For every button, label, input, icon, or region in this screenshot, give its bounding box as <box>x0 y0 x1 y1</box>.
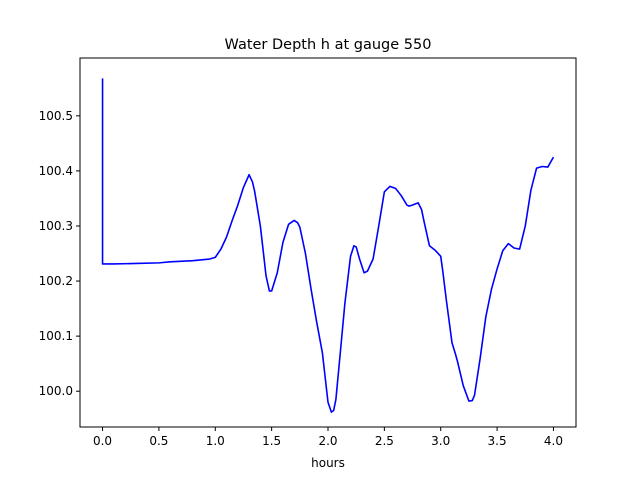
x-axis-label: hours <box>311 456 345 470</box>
x-tick-label: 0.5 <box>149 434 168 448</box>
y-axis-ticks: 100.0 100.1 100.2 100.3 100.4 100.5 <box>39 109 80 398</box>
y-tick-label: 100.5 <box>39 109 73 123</box>
x-tick-label: 3.5 <box>488 434 507 448</box>
y-tick-label: 100.4 <box>39 164 73 178</box>
y-tick-label: 100.3 <box>39 219 73 233</box>
x-tick-label: 4.0 <box>544 434 563 448</box>
x-tick-label: 2.0 <box>318 434 337 448</box>
x-tick-label: 0.0 <box>93 434 112 448</box>
y-tick-label: 100.1 <box>39 329 73 343</box>
x-tick-label: 1.5 <box>262 434 281 448</box>
y-tick-label: 100.2 <box>39 274 73 288</box>
y-tick-label: 100.0 <box>39 384 73 398</box>
chart-title: Water Depth h at gauge 550 <box>225 37 432 53</box>
series-line-0 <box>101 78 555 413</box>
x-tick-label: 1.0 <box>206 434 225 448</box>
x-axis-ticks: 0.0 0.5 1.0 1.5 2.0 2.5 3.0 3.5 4.0 <box>93 427 563 448</box>
x-tick-label: 3.0 <box>431 434 450 448</box>
x-tick-label: 2.5 <box>375 434 394 448</box>
